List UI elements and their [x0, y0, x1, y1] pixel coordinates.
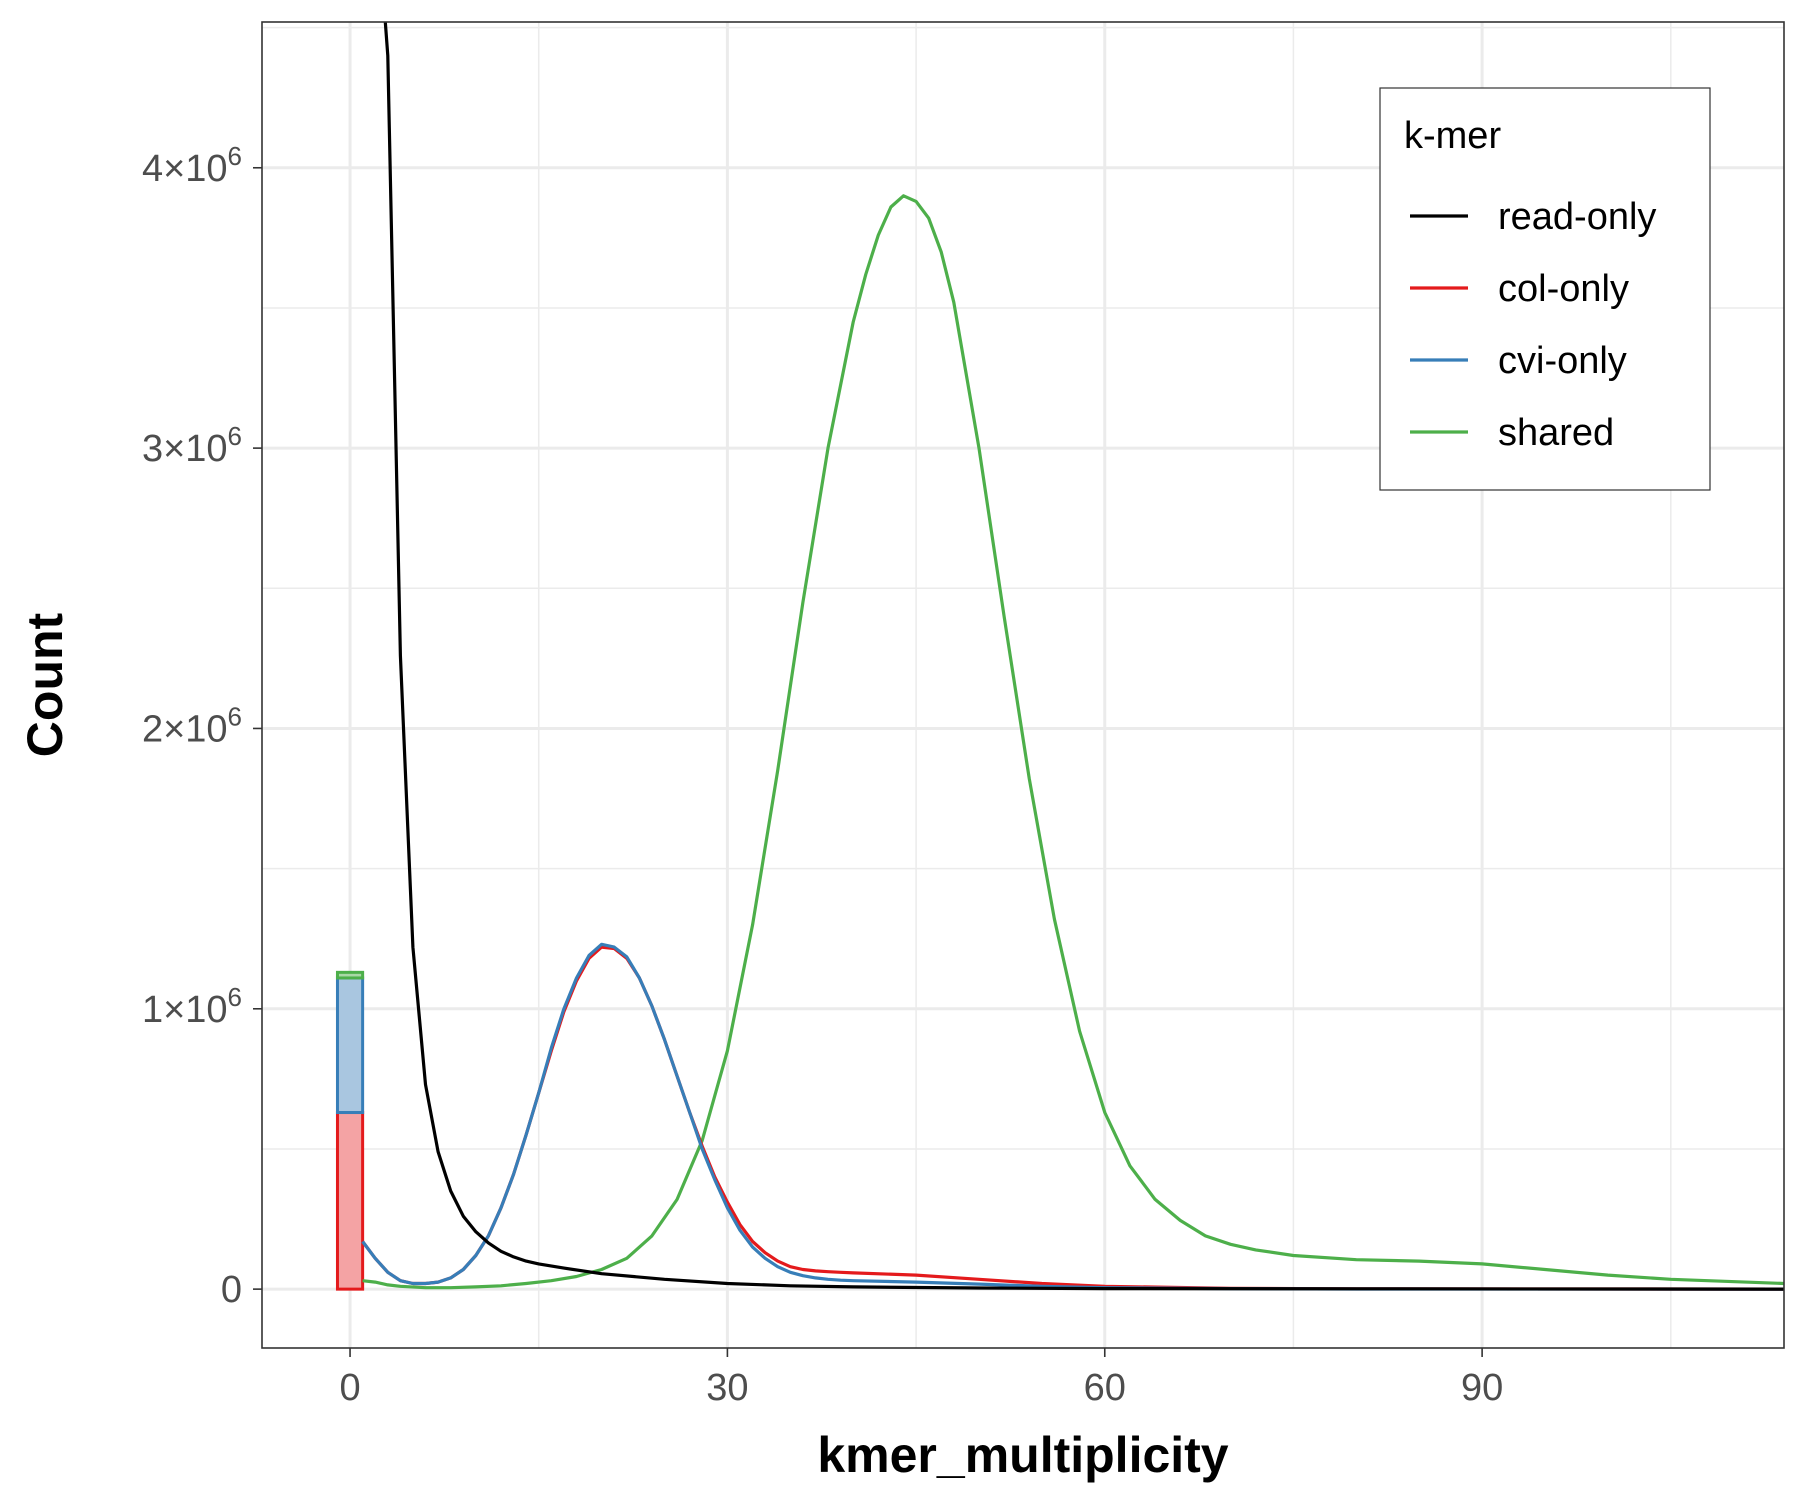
- y-axis-ticks: 0 1×106 2×106 3×106 4×106: [142, 141, 262, 1311]
- y-tick-label: 1×106: [142, 982, 242, 1031]
- bar-col-only: [335, 1111, 365, 1291]
- x-axis-title: kmer_multiplicity: [817, 1427, 1228, 1483]
- line-cvi-only: [361, 942, 1784, 1291]
- legend-label-shared: shared: [1498, 412, 1614, 454]
- y-tick-label: 4×106: [142, 141, 242, 190]
- y-tick-label: 2×106: [142, 701, 242, 750]
- legend-label-cvi-only: cvi-only: [1498, 340, 1627, 382]
- x-tick-label: 30: [706, 1367, 748, 1409]
- y-tick-label: 3×106: [142, 421, 242, 470]
- legend-entries: read-only col-only cvi-only shared: [1410, 196, 1656, 454]
- x-axis-ticks: 0 30 60 90: [339, 1348, 1503, 1409]
- legend-label-read-only: read-only: [1498, 196, 1656, 238]
- legend-title: k-mer: [1404, 115, 1501, 157]
- line-read-only: [383, 22, 1784, 1291]
- bar-shared: [335, 970, 365, 980]
- legend-label-col-only: col-only: [1498, 268, 1629, 310]
- y-tick-label: 0: [221, 1269, 242, 1311]
- bars: [335, 970, 365, 1291]
- bar-cvi-only: [335, 976, 365, 1115]
- x-tick-label: 60: [1084, 1367, 1126, 1409]
- y-axis-title: Count: [17, 612, 73, 757]
- x-tick-label: 0: [339, 1367, 360, 1409]
- panel-border: [261, 21, 1785, 1349]
- legend: k-mer read-only col-only cvi-only shared: [1379, 87, 1711, 491]
- line-shared: [362, 194, 1784, 1290]
- x-tick-label: 90: [1461, 1367, 1503, 1409]
- series-lines: [361, 22, 1784, 1291]
